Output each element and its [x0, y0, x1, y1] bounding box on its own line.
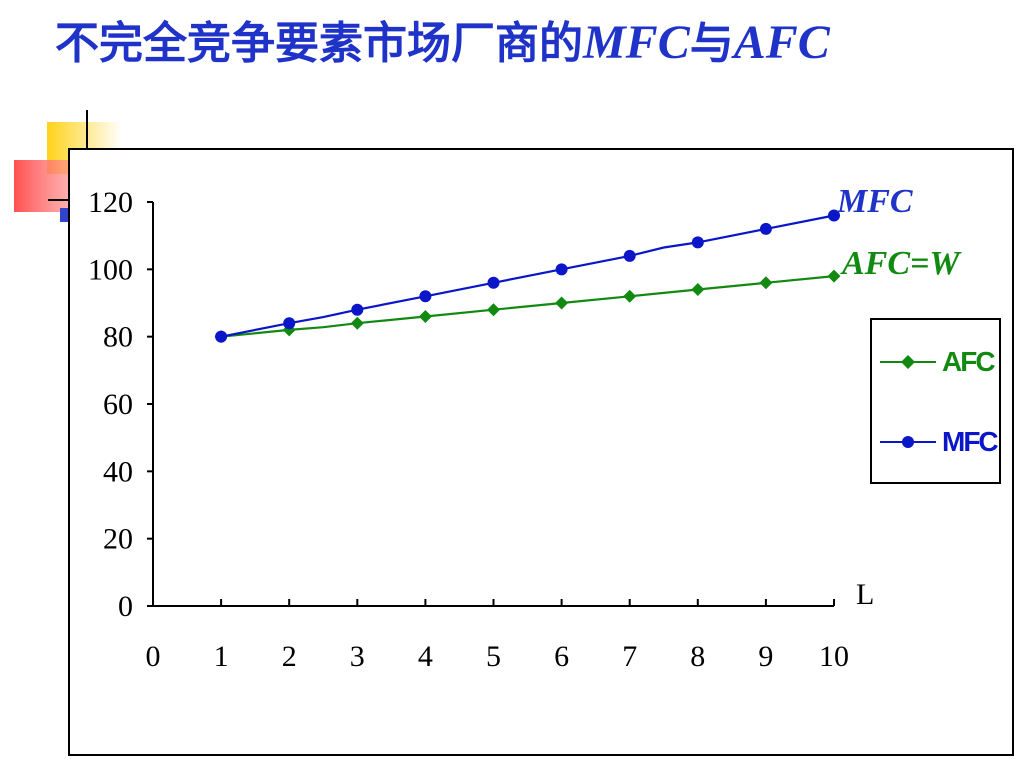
y-tick-label: 80: [103, 321, 133, 354]
data-point-afc: [759, 276, 773, 290]
data-point-mfc: [215, 330, 228, 343]
series-afc: [214, 269, 841, 344]
slide-title: 不完全竞争要素市场厂商的MFC与AFC: [55, 8, 1015, 78]
series-layer: [214, 209, 841, 344]
title-connector: 与: [689, 18, 734, 69]
series-mfc: [215, 209, 840, 343]
data-point-mfc: [623, 249, 636, 262]
chart-frame: [68, 148, 1014, 756]
y-tick-label: 40: [103, 455, 133, 488]
y-tick-label: 100: [88, 253, 133, 286]
y-axis: 0 20 40 60 80 100 120: [88, 186, 154, 623]
data-point-mfc: [691, 236, 704, 249]
data-point-mfc: [283, 317, 296, 330]
x-tick-label: 4: [418, 640, 433, 673]
y-tick-label: 0: [118, 590, 133, 623]
x-tick-label: 1: [214, 640, 229, 673]
series-line-afc: [220, 275, 835, 338]
x-tick-label: 10: [819, 640, 849, 673]
y-tick-label: 60: [103, 388, 133, 421]
title-chinese: 不完全竞争要素市场厂商的: [55, 18, 583, 69]
title-afc: AFC: [733, 16, 830, 69]
data-point-afc: [350, 316, 364, 330]
x-axis: 0 1 2 3 4 5 6 7 8 9 10L: [146, 578, 875, 673]
x-tick-label: 6: [554, 640, 569, 673]
legend-label-afc: AFC: [942, 346, 996, 377]
x-tick-label: 2: [282, 640, 297, 673]
legend-item-afc: AFC: [880, 342, 1005, 382]
data-point-mfc: [759, 222, 772, 235]
data-point-mfc: [828, 209, 840, 222]
legend-label-mfc: MFC: [942, 426, 999, 457]
chart-legend: AFC MFC: [870, 318, 1001, 484]
data-point-afc: [487, 303, 500, 317]
x-tick-label: 3: [350, 640, 365, 673]
legend-diamond-marker: [901, 355, 915, 369]
legend-item-mfc: MFC: [880, 422, 1005, 462]
data-point-mfc: [351, 303, 364, 316]
x-axis-label: L: [856, 578, 874, 611]
x-tick-label: 0: [146, 640, 161, 673]
x-tick-label: 9: [758, 640, 773, 673]
mfc-curve-label: MFC: [836, 183, 913, 220]
data-point-afc: [418, 309, 432, 323]
x-tick-label: 7: [622, 640, 637, 673]
title-mfc: MFC: [583, 16, 690, 69]
series-line-mfc: [220, 214, 835, 338]
y-tick-label: 120: [88, 186, 133, 219]
data-point-afc: [555, 296, 569, 310]
deco-blue-square: [60, 208, 70, 222]
x-tick-label: 5: [486, 640, 501, 673]
data-point-mfc: [487, 276, 500, 289]
y-tick-label: 20: [103, 523, 133, 556]
legend-circle-marker: [902, 436, 914, 448]
data-point-mfc: [419, 290, 432, 303]
x-tick-label: 8: [690, 640, 705, 673]
data-point-afc: [623, 289, 637, 303]
data-point-mfc: [555, 263, 568, 276]
data-point-afc: [827, 269, 841, 283]
afc-curve-label: AFC=W: [840, 245, 962, 282]
data-point-afc: [691, 283, 705, 297]
